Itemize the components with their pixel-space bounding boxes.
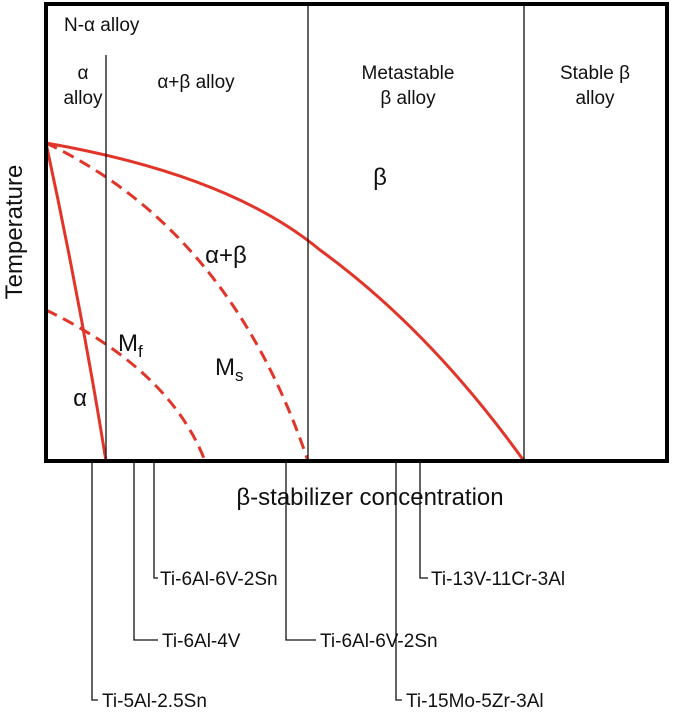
mf-label: Mf <box>118 330 143 361</box>
region-label: β alloy <box>380 88 436 109</box>
beta-transus <box>45 141 526 462</box>
mf-main: M <box>118 330 138 357</box>
ms-label: Ms <box>215 354 244 385</box>
ms-main: M <box>215 354 235 381</box>
leader <box>133 461 158 641</box>
frame <box>44 2 669 463</box>
leader <box>91 461 98 701</box>
mf-sub: f <box>138 342 143 361</box>
mf-line <box>45 308 207 462</box>
phase-label: α <box>73 385 87 412</box>
region-label: α+β alloy <box>157 72 235 93</box>
region-label: Metastable <box>362 63 455 84</box>
phase-label: β <box>373 164 387 191</box>
ms-line <box>45 141 310 462</box>
alloy-label: Ti-6Al-4V <box>162 631 241 652</box>
alloy-label: Ti-6Al-6V-2Sn <box>160 569 278 590</box>
alpha-boundary <box>44 142 108 462</box>
alloy-label: Ti-5Al-2.5Sn <box>102 691 207 712</box>
alloy-label: Ti-15Mo-5Zr-3Al <box>406 691 544 712</box>
alloy-label: Ti-13V-11Cr-3Al <box>431 569 565 590</box>
region-label: alloy <box>63 88 103 109</box>
leader <box>153 461 158 579</box>
alloy-label: Ti-6Al-6V-2Sn <box>320 631 438 652</box>
region-label: alloy <box>575 88 615 109</box>
leader <box>395 461 402 701</box>
ms-sub: s <box>235 366 244 385</box>
phase-label: α+β <box>205 242 247 269</box>
region-label: α <box>78 63 89 84</box>
leader <box>419 461 428 579</box>
region-label: N-α alloy <box>64 15 140 36</box>
x-axis-label: β-stabilizer concentration <box>236 484 503 511</box>
y-axis-label: Temperature <box>1 165 28 300</box>
leader <box>285 461 316 641</box>
region-label: Stable β <box>560 63 630 84</box>
